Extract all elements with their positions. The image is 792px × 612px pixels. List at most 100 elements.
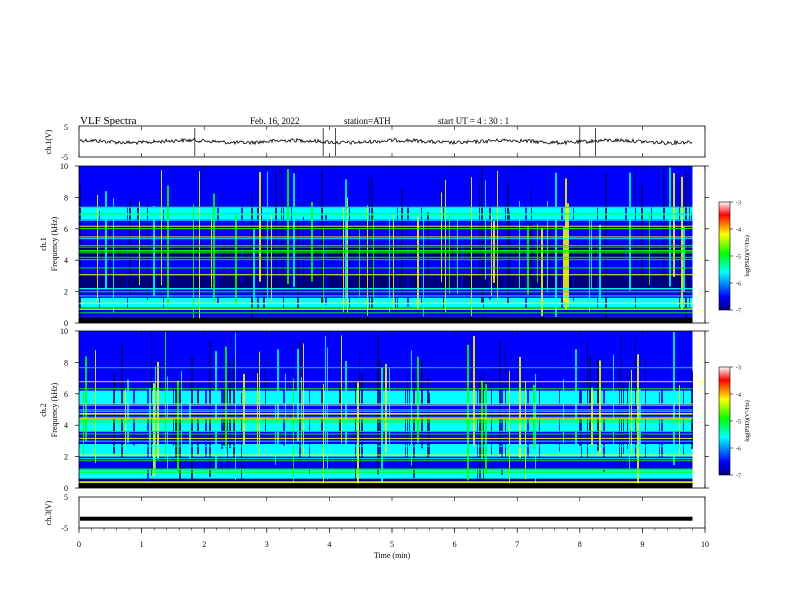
colorbar-tick-label: -6 (736, 282, 741, 288)
spectrogram-column (241, 392, 242, 483)
spectrogram-column (297, 348, 299, 442)
spectrogram-column (367, 205, 368, 316)
spectrogram-column (599, 360, 601, 455)
spectrogram-column (377, 334, 379, 475)
spectrogram-column (659, 392, 660, 461)
x-tick-label: 6 (453, 540, 457, 549)
spectrogram-column (85, 356, 87, 442)
x-tick-label: 10 (701, 540, 709, 549)
spectrogram-line (79, 258, 693, 260)
spectrogram-band (79, 318, 693, 323)
spectrogram-column (573, 198, 574, 301)
time-axis: 0 1 2 3 4 5 6 7 8 9 10 (77, 126, 709, 549)
spectrogram-column (153, 383, 155, 477)
spectrogram-line (79, 225, 693, 227)
ch1-spec-ylabel-channel: ch.1 (39, 237, 48, 251)
ch1-ytick-bottom: -5 (61, 153, 68, 162)
spectrogram-column (371, 175, 373, 311)
spectrogram-line (79, 419, 693, 421)
spectrogram-column (641, 183, 643, 280)
spectrogram-column (263, 220, 265, 310)
spectrogram-column (407, 376, 408, 467)
colorbar-tick-label: -7 (736, 474, 741, 480)
spectrogram-column (177, 380, 179, 473)
spectrogram-column (555, 172, 557, 317)
y-tick-label: 10 (60, 162, 68, 171)
spectrogram-column (349, 201, 350, 308)
spectrogram-line (79, 469, 693, 471)
spectrogram-column (423, 213, 424, 317)
spectrogram-column (191, 356, 193, 486)
spectrogram-column (325, 335, 326, 446)
spectrogram-column (663, 167, 665, 292)
spectrogram-column (163, 209, 164, 313)
colorbar-tick-label: -6 (736, 447, 741, 453)
spectrogram-line (79, 246, 693, 248)
spectrogram-column (217, 166, 219, 305)
spectrogram-column (529, 223, 531, 297)
spectrogram-line (79, 244, 693, 246)
spectrogram-column (531, 184, 532, 280)
y-tick-label: 2 (64, 288, 68, 297)
time-axis-label: Time (min) (374, 551, 411, 560)
y-tick-label: 4 (64, 256, 68, 265)
spectrogram-line (79, 416, 693, 418)
spectrogram-column (471, 177, 472, 316)
spectrogram-column (193, 204, 194, 320)
spectrogram-column (221, 353, 223, 449)
spectrogram-column (461, 225, 463, 293)
spectrogram-column (417, 356, 419, 443)
spectrogram-column (167, 376, 168, 470)
spectrogram-column (581, 380, 582, 462)
spectrogram-column (165, 332, 166, 459)
spectrogram-column (357, 382, 359, 484)
spectrogram-column (561, 183, 563, 315)
spectrogram-band (79, 206, 693, 220)
spectrogram-column (129, 198, 131, 297)
colorbar-tick-label: -4 (736, 393, 741, 399)
spectrogram-column (635, 170, 636, 313)
spectrogram-line (79, 227, 693, 229)
spectrogram-column (519, 200, 520, 289)
spectrogram-line (79, 412, 693, 414)
spectrogram-column (293, 378, 294, 483)
spectrogram-column (509, 371, 510, 488)
spectrogram-line (79, 437, 693, 439)
spectrogram-column (507, 183, 509, 304)
spectrogram-column (625, 196, 627, 279)
spectrogram-line (79, 206, 693, 208)
spectrogram-column (445, 180, 446, 312)
spectrogram-column (483, 372, 484, 488)
spectrogram-column (181, 371, 182, 455)
spectrogram-line (79, 413, 693, 415)
spectrogram-column (137, 202, 139, 278)
ch2-spec-ylabel-channel: ch.2 (39, 403, 48, 417)
spectrogram-line (79, 445, 693, 447)
spectrogram-column (541, 227, 543, 316)
spectrogram-line (79, 468, 693, 470)
spectrogram-column (179, 378, 181, 488)
spectrogram-column (347, 197, 348, 314)
spectrogram-column (467, 344, 469, 481)
spectrogram-column (481, 168, 483, 303)
ch3-panel: 5 -5 ch.3(V) (44, 493, 706, 533)
spectrogram-line (79, 367, 693, 369)
spectrogram-line (79, 404, 693, 406)
y-tick-label: 0 (64, 484, 68, 493)
spectrogram-column (673, 332, 675, 466)
spectrogram-column (527, 226, 529, 295)
spectrogram-column (587, 340, 588, 463)
spectrogram-column (241, 193, 243, 283)
spectrogram-column (591, 219, 592, 290)
x-tick-label: 7 (515, 540, 519, 549)
spectrogram-line (79, 287, 693, 289)
spectrogram-column (649, 211, 650, 286)
spectrogram-column (243, 373, 245, 445)
spectrogram-line (79, 238, 693, 240)
spectrogram-line (79, 381, 693, 383)
spectrogram-column (405, 381, 406, 470)
spectrogram-column (235, 332, 236, 480)
spectrogram-column (411, 350, 412, 466)
x-tick-label: 2 (202, 540, 206, 549)
spectrogram-line (79, 219, 693, 221)
